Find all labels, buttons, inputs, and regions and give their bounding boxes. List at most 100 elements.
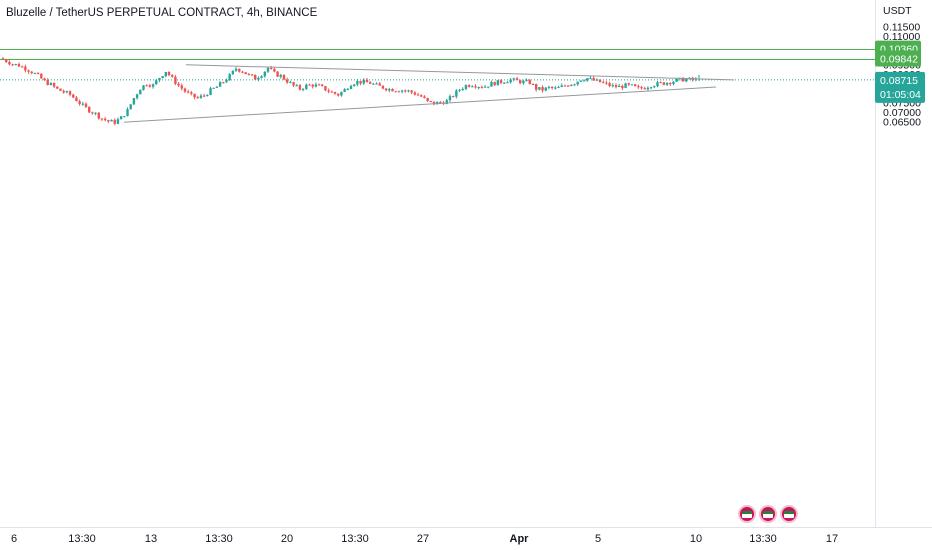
candle-body <box>260 76 263 78</box>
candle-body <box>273 68 276 72</box>
candle-body <box>394 91 397 93</box>
candle-body <box>225 80 228 83</box>
current-price-tag[interactable] <box>875 71 925 103</box>
flag-icon[interactable] <box>780 505 798 523</box>
candle-body <box>608 83 611 86</box>
candle-body <box>547 86 551 88</box>
candle-body <box>458 89 461 91</box>
candle-body <box>103 118 107 121</box>
candle-body <box>164 71 168 77</box>
candle-body <box>467 85 471 87</box>
candle-body <box>84 103 88 107</box>
time-tick-label: 27 <box>417 533 429 545</box>
candle-body <box>209 88 212 95</box>
candle-body <box>400 90 404 92</box>
candle-body <box>177 83 180 86</box>
candle-body <box>158 77 161 81</box>
candle-body <box>439 101 442 103</box>
candle-body <box>340 91 343 96</box>
candle-body <box>311 84 314 87</box>
candle-body <box>464 85 468 89</box>
flag-icon[interactable] <box>759 505 777 523</box>
candle-body <box>8 61 11 65</box>
candle-body <box>515 78 519 81</box>
candle-body <box>151 84 155 87</box>
candle-body <box>100 118 104 120</box>
candle-body <box>107 120 110 122</box>
candle-body <box>94 112 97 114</box>
candle-body <box>65 91 69 93</box>
candle-body <box>119 116 123 120</box>
candle-body <box>640 87 643 89</box>
candle-body <box>413 92 417 95</box>
candle-body <box>643 88 646 90</box>
candle-body <box>254 75 257 80</box>
candle-body <box>672 81 675 84</box>
candle-body <box>139 89 142 95</box>
candle-body <box>694 78 698 80</box>
time-tick-label: 5 <box>595 533 601 545</box>
candle-body <box>206 94 209 96</box>
candle-body <box>416 94 420 96</box>
trendline-lower[interactable] <box>123 86 717 123</box>
candle-body <box>321 84 324 87</box>
candle-body <box>429 101 433 103</box>
time-tick-label: 13 <box>145 533 157 545</box>
candle-body <box>193 93 196 98</box>
candle-body <box>410 90 413 93</box>
candle-body <box>359 80 362 84</box>
candle-body <box>477 87 480 89</box>
candle-body <box>289 82 292 84</box>
candle-body <box>432 101 436 105</box>
level-price-tag[interactable] <box>875 50 921 67</box>
candle-body <box>519 80 522 84</box>
candle-body <box>554 87 557 89</box>
candle-body <box>116 119 120 124</box>
candle-body <box>557 86 560 88</box>
candle-body <box>11 64 14 66</box>
candle-body <box>352 84 356 86</box>
candle-body <box>384 88 388 91</box>
candle-body <box>605 82 608 84</box>
candle-body <box>148 85 152 87</box>
candle-body <box>123 116 126 118</box>
candle-body <box>665 82 669 85</box>
candle-body <box>292 82 295 86</box>
time-tick-label: 13:30 <box>205 533 233 545</box>
candle-body <box>285 79 289 83</box>
currency-label: USDT <box>883 5 912 17</box>
candle-body <box>324 86 327 91</box>
candle-body <box>180 85 183 89</box>
candle-body <box>142 85 145 90</box>
candle-body <box>598 79 602 83</box>
candle-body <box>17 63 21 67</box>
candle-body <box>649 87 653 89</box>
candle-body <box>212 87 215 89</box>
candle-body <box>617 85 621 88</box>
candle-body <box>451 96 455 98</box>
candle-body <box>611 85 614 87</box>
candle-body <box>471 86 474 88</box>
candle-body <box>375 83 378 85</box>
candle-body <box>372 83 375 85</box>
candle-body <box>126 109 129 117</box>
trendline-upper[interactable] <box>185 64 735 81</box>
candle-body <box>627 83 630 85</box>
candle-body <box>528 80 531 84</box>
candle-body <box>487 86 490 88</box>
candle-body <box>75 97 78 102</box>
candle-body <box>490 81 493 87</box>
candle-body <box>145 85 148 87</box>
candle-body <box>404 90 407 92</box>
candle-body <box>563 85 567 87</box>
candle-body <box>308 84 311 86</box>
candle-body <box>656 82 659 87</box>
flag-icon-glyph <box>763 510 773 518</box>
time-tick-label: 13:30 <box>749 533 777 545</box>
candle-body <box>59 88 62 91</box>
flag-icon[interactable] <box>738 505 756 523</box>
candle-body <box>161 76 164 78</box>
bar-countdown-label: 01:05:04 <box>880 89 921 101</box>
candle-body <box>202 95 206 97</box>
